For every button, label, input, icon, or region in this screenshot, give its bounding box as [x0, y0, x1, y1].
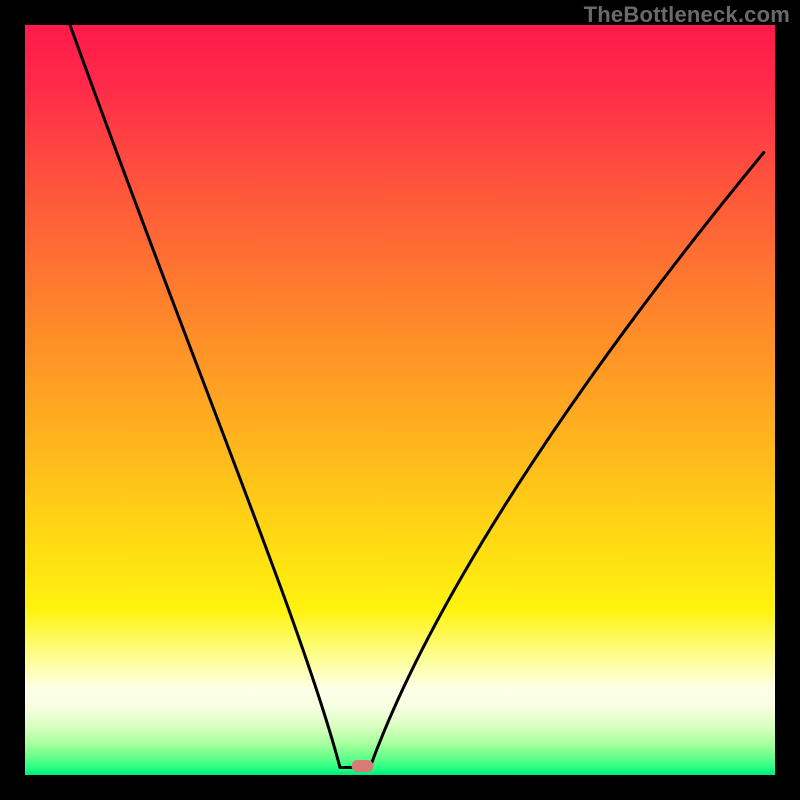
chart-container: TheBottleneck.com: [0, 0, 800, 800]
plot-area: [25, 25, 775, 775]
watermark-text: TheBottleneck.com: [584, 2, 790, 28]
